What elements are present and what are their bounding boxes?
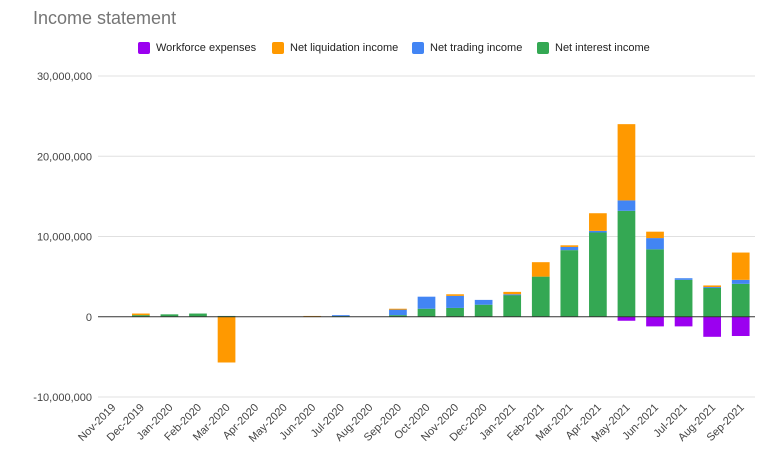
legend-swatch-net-liquidation-income [272,42,284,54]
legend-swatch-net-interest-income [537,42,549,54]
x-axis-tick-labels: Nov-2019Dec-2019Jan-2020Feb-2020Mar-2020… [76,402,747,445]
bar-net-interest-income[interactable] [189,313,207,317]
legend-item-net-liquidation-income[interactable]: Net liquidation income [272,42,398,54]
legend-swatch-workforce-expenses [138,42,150,54]
bar-workforce-expenses[interactable] [674,316,693,327]
bar-net-interest-income[interactable] [674,279,693,317]
bar-net-trading-income[interactable] [446,295,464,308]
bar-net-liquidation-income[interactable] [617,124,636,201]
bar-net-liquidation-income[interactable] [560,245,579,247]
y-tick-label: 10,000,000 [37,232,92,244]
legend-item-net-interest-income[interactable]: Net interest income [537,42,650,54]
bar-net-liquidation-income[interactable] [731,252,750,280]
bar-net-interest-income[interactable] [417,308,436,317]
bar-net-trading-income[interactable] [417,296,436,309]
gridlines [98,75,755,398]
y-tick-label: 20,000,000 [37,151,92,163]
bar-net-interest-income[interactable] [503,295,522,317]
bar-net-liquidation-income[interactable] [703,285,722,288]
bar-net-trading-income[interactable] [389,309,407,316]
bar-net-trading-income[interactable] [503,294,522,296]
bar-net-liquidation-income[interactable] [389,308,407,310]
bar-workforce-expenses[interactable] [703,316,722,337]
bar-net-interest-income[interactable] [617,210,636,317]
bar-net-interest-income[interactable] [446,307,464,317]
chart-title: Income statement [33,8,177,28]
legend-label-net-liquidation-income: Net liquidation income [290,42,399,54]
bar-net-trading-income[interactable] [646,238,664,250]
legend-swatch-net-trading-income [412,42,424,54]
bar-net-liquidation-income[interactable] [646,231,664,239]
bar-net-interest-income[interactable] [474,304,493,317]
legend-label-workforce-expenses: Workforce expenses [156,42,257,54]
bar-net-trading-income[interactable] [589,230,607,233]
bar-net-interest-income[interactable] [160,314,179,317]
bar-net-trading-income[interactable] [331,315,350,317]
bar-net-interest-income[interactable] [731,283,750,317]
legend-label-net-trading-income: Net trading income [430,42,523,54]
legend: Workforce expenses Net liquidation incom… [0,42,766,58]
y-tick-label: 30,000,000 [37,71,92,83]
bar-net-interest-income[interactable] [389,315,407,317]
bars [131,124,750,363]
bar-net-interest-income[interactable] [703,287,722,317]
y-tick-label: -10,000,000 [33,392,92,404]
bar-net-liquidation-income[interactable] [531,262,550,277]
bar-net-trading-income[interactable] [617,200,636,211]
bar-net-interest-income[interactable] [589,232,607,317]
bar-net-liquidation-income[interactable] [131,313,150,316]
bar-workforce-expenses[interactable] [731,316,750,337]
bar-net-liquidation-income[interactable] [589,213,607,231]
bar-net-liquidation-income[interactable] [503,291,522,295]
y-axis-tick-labels: -10,000,000 0 10,000,000 20,000,000 30,000,0… [33,71,92,404]
bar-net-interest-income[interactable] [131,315,150,317]
bar-net-interest-income[interactable] [531,276,550,317]
bar-workforce-expenses[interactable] [617,316,636,321]
legend-label-net-interest-income: Net interest income [555,42,650,54]
legend-item-workforce-expenses[interactable]: Workforce expenses [138,42,256,54]
y-tick-label: 0 [86,312,92,324]
bar-workforce-expenses[interactable] [646,316,664,327]
bar-net-trading-income[interactable] [731,279,750,284]
legend-item-net-trading-income[interactable]: Net trading income [412,42,522,54]
bar-net-liquidation-income[interactable] [446,294,464,296]
bar-net-trading-income[interactable] [474,299,493,305]
bar-net-trading-income[interactable] [703,287,722,289]
bar-net-interest-income[interactable] [646,249,664,317]
bar-net-trading-income[interactable] [560,246,579,251]
bar-net-interest-income[interactable] [560,250,579,317]
bar-net-trading-income[interactable] [674,278,693,280]
bar-net-liquidation-income[interactable] [217,316,236,363]
